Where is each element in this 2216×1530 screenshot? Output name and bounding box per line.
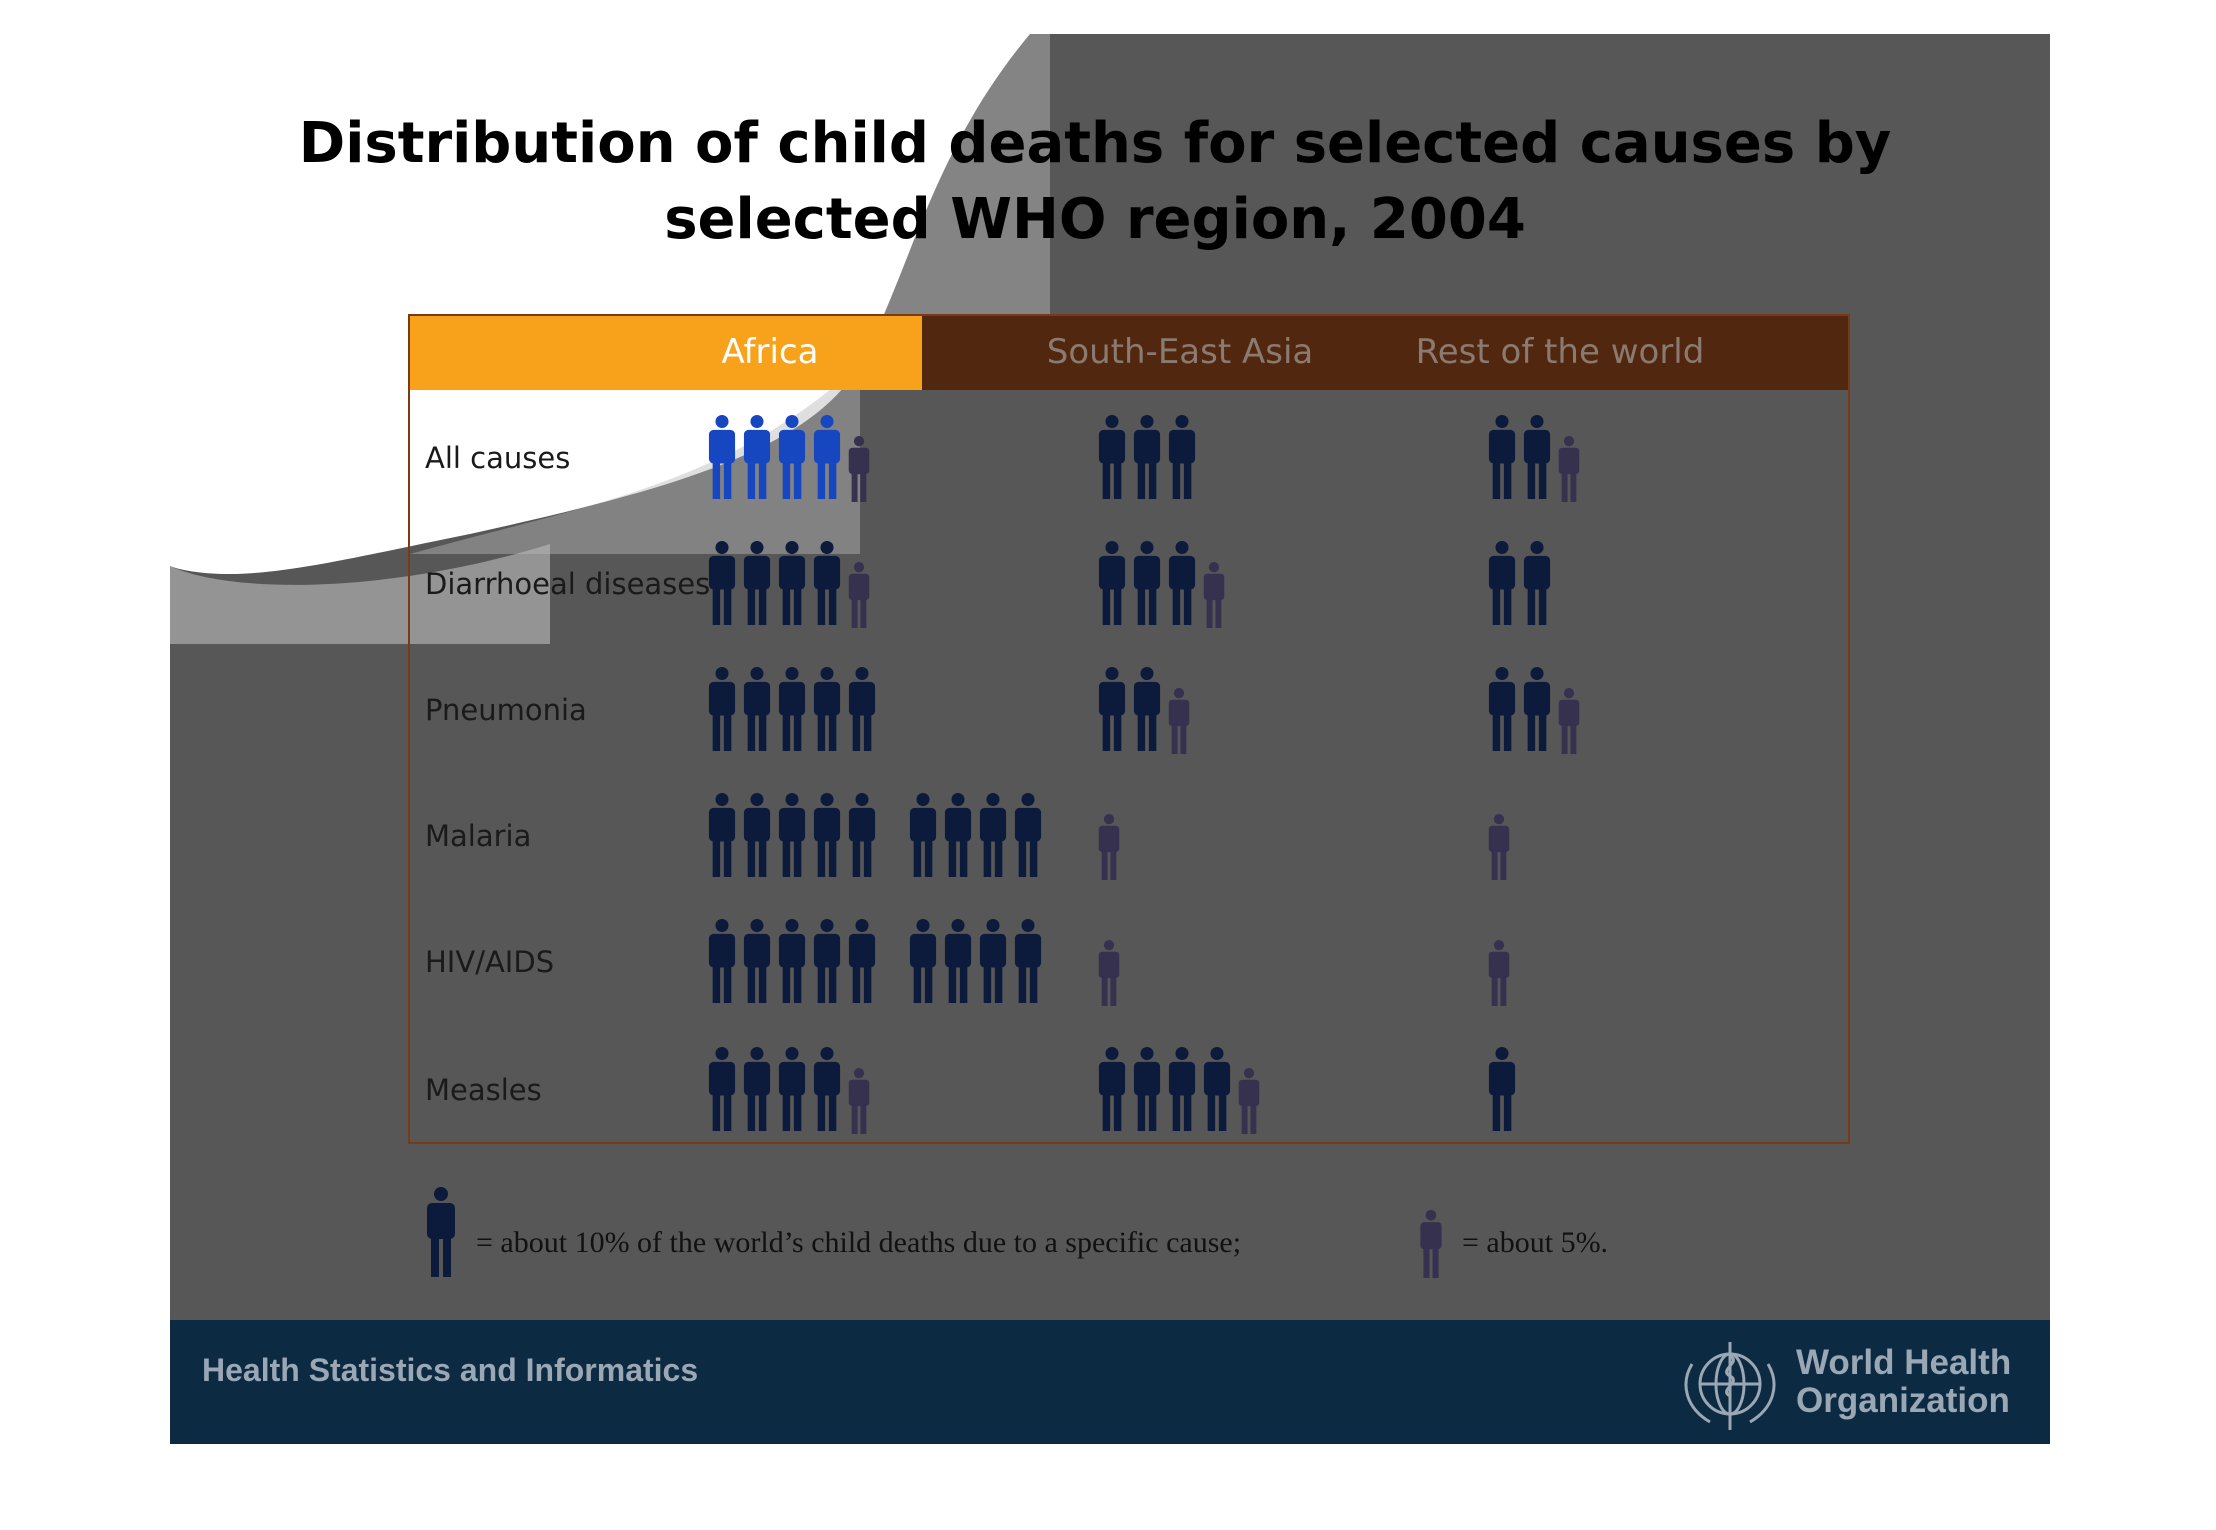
person-icon-full (1098, 1047, 1126, 1131)
person-icon-full (909, 793, 937, 877)
slide-title: Distribution of child deaths for selecte… (170, 106, 2020, 258)
person-icon-full (1488, 1047, 1516, 1131)
column-header-rest-of-world: Rest of the world (1415, 332, 1705, 372)
row-label-all-causes: All causes (425, 441, 571, 475)
person-icon-half (1098, 940, 1120, 1006)
person-icon-full (813, 667, 841, 751)
person-icon-full (813, 415, 841, 499)
person-icon-full (1098, 415, 1126, 499)
person-icon-full (778, 541, 806, 625)
person-icon-full (1168, 415, 1196, 499)
person-icon-full (979, 919, 1007, 1003)
column-header-africa: Africa (721, 332, 819, 372)
who-name-line-2: Organization (1796, 1381, 2010, 1420)
row-label-hiv-aids: HIV/AIDS (425, 945, 555, 979)
pictogram-cells (170, 34, 2050, 1444)
person-icon-full (708, 415, 736, 499)
person-icon-full (743, 667, 771, 751)
person-icon-full (1203, 1047, 1231, 1131)
legend-half-person-icon (1420, 1210, 1442, 1278)
legend-half-text: = about 5%. (1462, 1226, 1609, 1259)
person-icon-full (778, 667, 806, 751)
person-icon-full (1488, 541, 1516, 625)
person-icon-full (743, 1047, 771, 1131)
legend-full-person-icon (427, 1187, 455, 1277)
row-label-measles: Measles (425, 1073, 542, 1107)
person-icon-full (708, 541, 736, 625)
person-icon-full (813, 1047, 841, 1131)
person-icon-full (778, 415, 806, 499)
row-label-malaria: Malaria (425, 819, 532, 853)
person-icon-full (1168, 1047, 1196, 1131)
person-icon-full (708, 1047, 736, 1131)
title-line-1: Distribution of child deaths for selecte… (298, 111, 1892, 176)
person-icon-half (1168, 688, 1190, 754)
person-icon-half (848, 562, 870, 628)
who-name-line-1: World Health (1796, 1343, 2012, 1382)
person-icon-full (1014, 793, 1042, 877)
person-icon-full (1133, 415, 1161, 499)
person-icon-full (848, 793, 876, 877)
title-line-2: selected WHO region, 2004 (664, 187, 1526, 252)
person-icon-half (848, 1068, 870, 1134)
person-icon-half (1558, 688, 1580, 754)
person-icon-full (1523, 415, 1551, 499)
person-icon-half (1238, 1068, 1260, 1134)
person-icon-full (778, 793, 806, 877)
chart-table (408, 314, 1850, 1144)
person-icon-full (1098, 667, 1126, 751)
person-icon-full (743, 415, 771, 499)
person-icon-full (1523, 667, 1551, 751)
person-icon-half (1203, 562, 1225, 628)
column-header-south-east-asia: South-East Asia (1046, 332, 1314, 372)
person-icon-full (1014, 919, 1042, 1003)
footer-bar (170, 1320, 2050, 1444)
person-icon-full (743, 919, 771, 1003)
person-icon-full (1523, 541, 1551, 625)
person-icon-half (848, 436, 870, 502)
row-label-pneumonia: Pneumonia (425, 693, 587, 727)
person-icon-full (743, 541, 771, 625)
person-icon-full (1133, 1047, 1161, 1131)
footer-text: Health Statistics and Informatics (202, 1352, 699, 1388)
person-icon-full (778, 919, 806, 1003)
person-icon-full (708, 919, 736, 1003)
person-icon-full (743, 793, 771, 877)
slide: Distribution of child deaths for selecte… (170, 34, 2050, 1444)
person-icon-full (1133, 667, 1161, 751)
person-icon-half (1098, 814, 1120, 880)
person-icon-full (944, 793, 972, 877)
person-icon-full (1098, 541, 1126, 625)
person-icon-full (848, 919, 876, 1003)
person-icon-full (813, 541, 841, 625)
person-icon-full (1488, 667, 1516, 751)
person-icon-full (909, 919, 937, 1003)
person-icon-half (1488, 814, 1510, 880)
who-name: World Health Organization (1796, 1344, 2011, 1420)
person-icon-full (813, 793, 841, 877)
person-icon-full (778, 1047, 806, 1131)
person-icon-half (1558, 436, 1580, 502)
who-emblem-icon (1684, 1342, 1776, 1430)
person-icon-full (979, 793, 1007, 877)
person-icon-half (1488, 940, 1510, 1006)
person-icon-full (813, 919, 841, 1003)
slide-background-graphic (170, 34, 1050, 644)
person-icon-full (1488, 415, 1516, 499)
person-icon-full (1133, 541, 1161, 625)
person-icon-full (708, 667, 736, 751)
person-icon-full (708, 793, 736, 877)
person-icon-full (848, 667, 876, 751)
person-icon-full (944, 919, 972, 1003)
row-label-diarrhoeal: Diarrhoeal diseases (425, 567, 711, 601)
person-icon-full (1168, 541, 1196, 625)
legend-full-text: = about 10% of the world’s child deaths … (476, 1226, 1242, 1259)
africa-header-highlight (408, 314, 922, 390)
